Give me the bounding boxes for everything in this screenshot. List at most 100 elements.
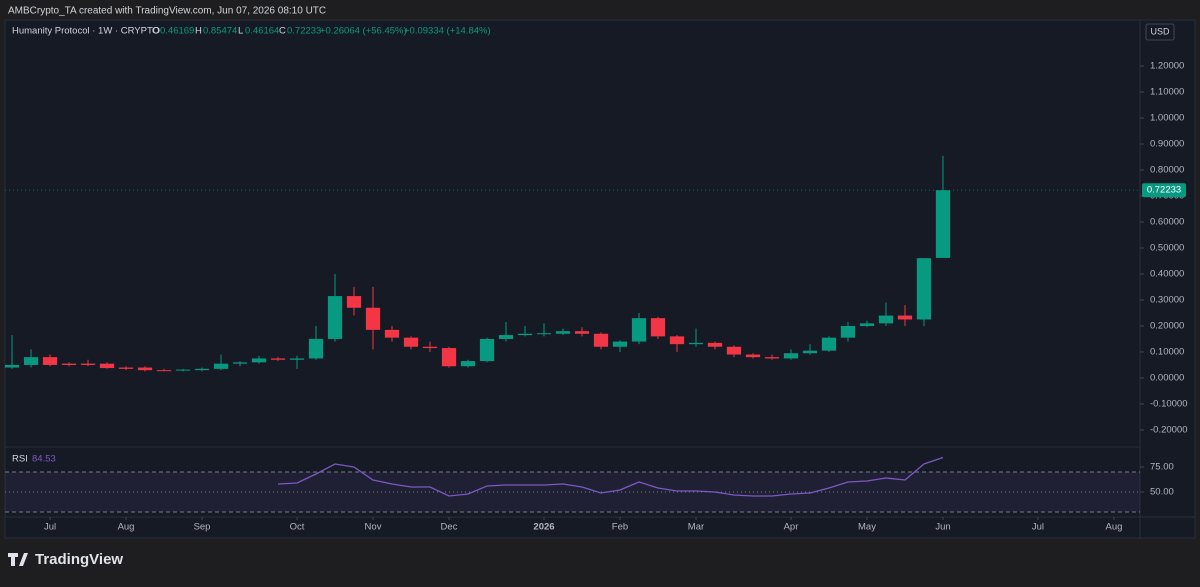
candle-body xyxy=(935,190,951,258)
rsi-line xyxy=(277,456,944,497)
candle-body xyxy=(4,364,20,368)
candle-body xyxy=(574,331,590,334)
x-tick-label: Oct xyxy=(290,522,305,533)
candle-body xyxy=(783,353,799,359)
ohlc-value: 0.72233 xyxy=(287,26,321,37)
candle-body xyxy=(688,342,704,345)
candle-body xyxy=(840,325,856,338)
y-tick-label: -0.20000 xyxy=(1150,424,1188,435)
ohlc-legend: O 0.46169 H 0.85474 L 0.46164 C 0.72233 … xyxy=(152,26,491,37)
candle-body xyxy=(612,341,628,347)
candle-body xyxy=(669,336,685,345)
x-tick-label: Jul xyxy=(44,522,56,533)
ohlc-value: 0.85474 xyxy=(203,26,237,37)
candle-body xyxy=(232,362,248,364)
candle-body xyxy=(213,363,229,369)
candle-body xyxy=(346,296,362,308)
x-tick-label: Mar xyxy=(688,522,704,533)
brand-icon xyxy=(8,553,28,566)
y-tick-label: 0.80000 xyxy=(1150,165,1184,176)
brand-logo: TradingView xyxy=(8,551,123,568)
change-2: +0.09334 (+14.84%) xyxy=(404,26,491,37)
price-tag xyxy=(1142,183,1186,198)
candle-body xyxy=(631,318,647,342)
y-tick-label: 0.40000 xyxy=(1150,268,1184,279)
x-tick-label: Aug xyxy=(118,522,135,533)
x-tick-label: Apr xyxy=(784,522,799,533)
candle-body xyxy=(821,337,837,351)
candle-body xyxy=(536,333,552,335)
y-tick-label: 1.00000 xyxy=(1150,113,1184,124)
x-tick-label: Dec xyxy=(441,522,458,533)
candle-body xyxy=(726,346,742,355)
candle-body xyxy=(308,338,324,359)
x-tick-label: Jun xyxy=(935,522,950,533)
x-tick-label: Nov xyxy=(365,522,382,533)
candle-body xyxy=(251,358,267,363)
currency-button[interactable] xyxy=(1145,23,1175,41)
candle-body xyxy=(327,296,343,339)
y-tick-label: 0.90000 xyxy=(1150,139,1184,150)
rsi-y-tick-label: 50.00 xyxy=(1150,487,1174,498)
x-tick-label: May xyxy=(858,522,876,533)
candle-body xyxy=(593,333,609,347)
candle-body xyxy=(270,358,286,360)
y-tick-label: 0.50000 xyxy=(1150,243,1184,254)
ohlc-key: O xyxy=(152,26,159,37)
rsi-title: RSI xyxy=(12,454,28,465)
ohlc-key: L xyxy=(238,26,243,37)
candle-body xyxy=(156,370,172,372)
candle-body xyxy=(175,369,191,371)
candle-body xyxy=(403,337,419,347)
y-tick-label: 1.20000 xyxy=(1150,61,1184,72)
candle-body xyxy=(479,338,495,362)
candle-body xyxy=(745,354,761,358)
y-tick-label: 0.00000 xyxy=(1150,372,1184,383)
ohlc-value: 0.46169 xyxy=(160,26,194,37)
brand-name: TradingView xyxy=(35,551,123,568)
candle-body xyxy=(422,346,438,349)
y-tick-label: 0.20000 xyxy=(1150,320,1184,331)
candle-body xyxy=(517,333,533,336)
x-tick-label: Feb xyxy=(612,522,628,533)
change: +0.26064 (+56.45%) xyxy=(320,26,407,37)
symbol-title: Humanity Protocol · 1W · CRYPTO xyxy=(12,26,160,37)
chart-panel xyxy=(4,19,1196,539)
y-tick-label: 0.60000 xyxy=(1150,217,1184,228)
candle-body xyxy=(80,363,96,365)
y-tick-label: 1.10000 xyxy=(1150,87,1184,98)
candle-body xyxy=(61,363,77,365)
x-tick-label: Aug xyxy=(1106,522,1123,533)
candle-body xyxy=(118,367,134,369)
candle-body xyxy=(42,357,58,365)
candle-body xyxy=(878,315,894,324)
candle-body xyxy=(707,342,723,347)
ohlc-value: 0.46164 xyxy=(245,26,279,37)
candle-body xyxy=(764,357,780,359)
candle-body xyxy=(650,318,666,337)
y-tick-label: 0.30000 xyxy=(1150,294,1184,305)
candle-body xyxy=(384,329,400,338)
attribution: AMBCrypto_TA created with TradingView.co… xyxy=(8,6,326,17)
currency-label[interactable]: USD xyxy=(1150,26,1170,36)
candle-body xyxy=(802,350,818,354)
candle-body xyxy=(859,323,875,326)
candle-body xyxy=(289,358,305,360)
candle-body xyxy=(137,367,153,371)
ohlc-key: H xyxy=(195,26,202,37)
candle-body xyxy=(194,368,210,371)
candle-body xyxy=(23,357,39,365)
candle-body xyxy=(441,348,457,367)
candle-body xyxy=(555,331,571,334)
candle-body xyxy=(99,363,115,369)
candle-body xyxy=(365,307,381,330)
candle-body xyxy=(916,258,932,320)
rsi-y-tick-label: 75.00 xyxy=(1150,462,1174,473)
x-tick-label: Jul xyxy=(1032,522,1044,533)
candle-body xyxy=(460,361,476,367)
y-tick-label: 0.10000 xyxy=(1150,346,1184,357)
ohlc-key: C xyxy=(279,26,286,37)
candle-body xyxy=(897,315,913,320)
